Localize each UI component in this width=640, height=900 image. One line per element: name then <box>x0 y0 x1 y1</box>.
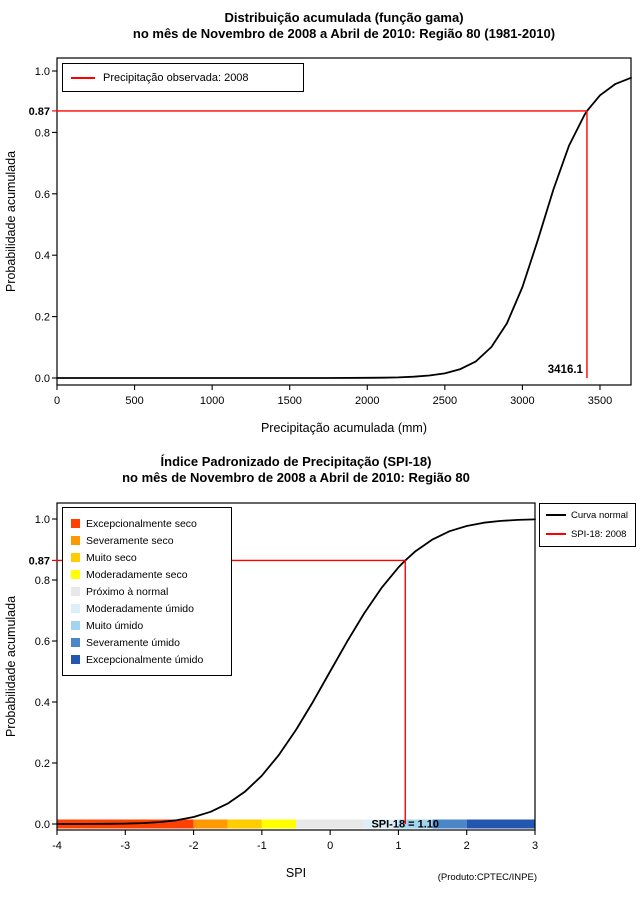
y-axis-title: Probabilidade acumulada <box>4 596 18 737</box>
gamma-cdf-chart: 0.87 3416.1 0 500 1000 1500 2000 2500 3000 3500 0.… <box>4 10 632 435</box>
cdf-curve <box>56 76 632 379</box>
legend-item: Muito úmido <box>71 617 223 634</box>
marker-bar-label: SPI-18 = 1.10 <box>371 819 439 831</box>
x-tick-label: 2 <box>464 840 470 852</box>
spi-cdf-chart: 0.87 SPI-18 = 1.10 -4 -3 -2 -1 0 1 2 3 0.0 0.2 0.4 0.… <box>0 450 640 900</box>
legend-item: Severamente úmido <box>71 634 223 651</box>
x-tick-label: 0 <box>327 840 333 852</box>
plot-box <box>56 502 536 831</box>
y-tick-label: 0.8 <box>35 127 50 139</box>
spi-category-bar-segment <box>193 819 228 829</box>
y-tick-label: 0.6 <box>35 189 50 201</box>
spi-category-bar-segment <box>466 819 535 829</box>
legend-item: Moderadamente seco <box>71 566 223 583</box>
legend-item: Severamente seco <box>71 532 223 549</box>
category-swatch-icon <box>71 553 80 562</box>
cdf-curve <box>56 518 536 825</box>
y-tick-label: 0.2 <box>35 758 50 770</box>
category-label: Excepcionalmente seco <box>86 517 197 530</box>
spi-category-bar-segment <box>364 819 399 829</box>
x-tick-label: -3 <box>120 840 130 852</box>
legend-item: Excepcionalmente úmido <box>71 651 223 668</box>
y-tick-label: 0.0 <box>35 373 50 385</box>
x-tick-label: 2000 <box>355 395 379 407</box>
x-tick-label: 1000 <box>200 395 224 407</box>
chart-subtitle: no mês de Novembro de 2008 a Abril de 20… <box>132 26 556 41</box>
spi-category-bar-segment <box>296 819 365 829</box>
y-axis-title: Probabilidade acumulada <box>4 151 18 292</box>
x-axis-title: Precipitação acumulada (mm) <box>261 421 427 435</box>
category-label: Severamente seco <box>86 534 174 547</box>
legend-item: Excepcionalmente seco <box>71 515 223 532</box>
chart-title: Distribuição acumulada (função gama) <box>224 10 464 25</box>
x-axis-title: SPI <box>286 866 306 880</box>
y-tick-label: 0.4 <box>35 250 50 262</box>
chart-title-block: Distribuição acumulada (função gama) no … <box>57 10 631 42</box>
category-swatch-icon <box>71 587 80 596</box>
spi-category-bar-segment <box>261 819 296 829</box>
legend-item: Próximo à normal <box>71 583 223 600</box>
x-tick-label: 1 <box>395 840 401 852</box>
category-swatch-icon <box>71 604 80 613</box>
x-tick-label: 3500 <box>588 395 612 407</box>
category-label: Próximo à normal <box>86 585 169 598</box>
category-swatch-icon <box>71 655 80 664</box>
legend-label: Precipitação observada: 2008 <box>103 71 249 84</box>
chart-title: Índice Padronizado de Precipitação (SPI-… <box>160 454 432 469</box>
legend-label: Curva normal <box>571 510 629 521</box>
x-tick-label: 2500 <box>433 395 457 407</box>
x-tick-label: 0 <box>54 395 60 407</box>
x-tick-label: -1 <box>257 840 267 852</box>
marker-x-label: 3416.1 <box>548 364 584 376</box>
observed-precip-legend-box: Precipitação observada: 2008 <box>62 63 304 92</box>
product-footnote: (Produto:CPTEC/INPE) <box>438 872 537 883</box>
red-line-sample-icon <box>71 76 95 79</box>
y-tick-label: 1.0 <box>35 514 50 526</box>
chart-subtitle: no mês de Novembro de 2008 a Abril de 20… <box>122 470 470 485</box>
gamma-cdf-plot-svg: 0.87 3416.1 0 500 1000 1500 2000 2500 3000 3500 0.… <box>4 57 632 435</box>
y-tick-label: 0.0 <box>35 819 50 831</box>
category-label: Moderadamente seco <box>86 568 188 581</box>
legend-item: SPI-18: 2008 <box>546 529 629 540</box>
category-label: Moderadamente úmido <box>86 602 194 615</box>
legend-label: SPI-18: 2008 <box>571 529 627 540</box>
spi-plot-svg: 0.87 SPI-18 = 1.10 -4 -3 -2 -1 0 1 2 3 0.0 0.2 0.4 0.… <box>4 502 538 883</box>
y-tick-label: 0.6 <box>35 636 50 648</box>
category-label: Severamente úmido <box>86 636 180 649</box>
x-tick-label: 3000 <box>510 395 534 407</box>
spi-category-bar-segment <box>432 819 467 829</box>
y-tick-label: 0.2 <box>35 312 50 324</box>
marker-y-label: 0.87 <box>29 106 50 118</box>
black-line-sample-icon <box>546 514 566 516</box>
x-tick-label: -4 <box>52 840 62 852</box>
category-swatch-icon <box>71 638 80 647</box>
spi-category-bar-segment <box>398 819 433 829</box>
curves-legend-box: Curva normal SPI-18: 2008 <box>539 503 636 547</box>
legend-item: Curva normal <box>546 510 629 521</box>
legend-item: Moderadamente úmido <box>71 600 223 617</box>
category-swatch-icon <box>71 519 80 528</box>
category-swatch-icon <box>71 570 80 579</box>
y-tick-label: 0.4 <box>35 697 50 709</box>
chart-title-block: Índice Padronizado de Precipitação (SPI-… <box>57 454 535 486</box>
marker-y-label: 0.87 <box>29 555 50 567</box>
x-tick-label: 500 <box>125 395 143 407</box>
y-tick-label: 1.0 <box>35 66 50 78</box>
category-label: Muito seco <box>86 551 137 564</box>
category-label: Muito úmido <box>86 619 144 632</box>
spi-categories-legend-box: Excepcionalmente seco Severamente seco M… <box>62 507 232 676</box>
plot-box <box>56 57 632 386</box>
red-line-sample-icon <box>546 533 566 535</box>
category-label: Excepcionalmente úmido <box>86 653 204 666</box>
x-tick-label: 1500 <box>277 395 301 407</box>
category-swatch-icon <box>71 536 80 545</box>
y-tick-label: 0.8 <box>35 575 50 587</box>
category-swatch-icon <box>71 621 80 630</box>
legend-item: Muito seco <box>71 549 223 566</box>
spi-category-bar-segment <box>227 819 262 829</box>
x-tick-label: 3 <box>532 840 538 852</box>
x-tick-label: -2 <box>189 840 199 852</box>
